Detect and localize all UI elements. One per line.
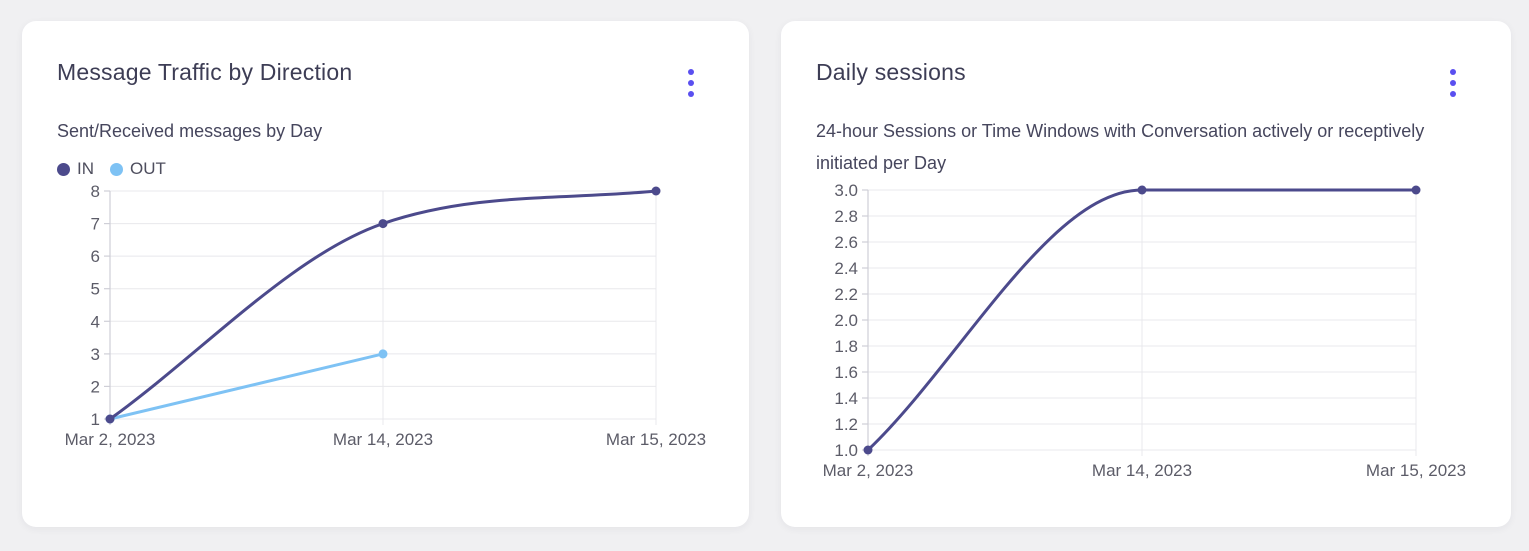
legend-dot-out [110, 162, 123, 176]
y-tick-label: 3.0 [834, 181, 858, 200]
y-tick-label: 2.8 [834, 207, 858, 226]
x-tick-label: Mar 14, 2023 [333, 430, 433, 449]
legend-label: OUT [130, 159, 166, 178]
y-tick-label: 6 [91, 247, 100, 266]
kebab-dot [1450, 91, 1456, 97]
kebab-menu-icon[interactable] [677, 63, 705, 103]
y-tick-label: 1.6 [834, 363, 858, 382]
y-tick-label: 2 [91, 377, 100, 396]
legend-item-in[interactable]: IN [57, 159, 94, 179]
y-tick-label: 4 [91, 312, 100, 331]
kebab-dot [1450, 69, 1456, 75]
data-point-in[interactable] [378, 219, 388, 229]
kebab-menu-icon[interactable] [1439, 63, 1467, 103]
legend-item-out[interactable]: OUT [110, 159, 166, 179]
y-tick-label: 2.0 [834, 311, 858, 330]
chart-legend: IN OUT [57, 158, 166, 180]
series-line-out [108, 352, 385, 421]
x-tick-label: Mar 15, 2023 [1366, 461, 1466, 480]
data-point[interactable] [863, 445, 873, 455]
card-message-traffic-by-direction: Message Traffic by Direction Sent/Receiv… [22, 21, 749, 527]
y-tick-label: 3 [91, 345, 100, 364]
data-point[interactable] [1411, 185, 1421, 195]
data-point[interactable] [1137, 185, 1147, 195]
card-subtitle: 24-hour Sessions or Time Windows with Co… [816, 121, 1425, 173]
kebab-dot [1450, 80, 1456, 86]
x-tick-label: Mar 15, 2023 [606, 430, 706, 449]
card-subtitle: Sent/Received messages by Day [57, 121, 323, 141]
legend-dot-in [57, 162, 70, 176]
card-title: Message Traffic by Direction [57, 59, 353, 85]
y-tick-label: 1.0 [834, 441, 858, 460]
y-tick-label: 1.2 [834, 415, 858, 434]
y-tick-label: 2.6 [834, 233, 858, 252]
y-tick-label: 2.4 [834, 259, 858, 278]
y-tick-label: 7 [91, 215, 100, 234]
x-tick-label: Mar 2, 2023 [823, 461, 914, 480]
y-tick-label: 5 [91, 280, 100, 299]
data-point-out[interactable] [378, 349, 388, 359]
x-tick-label: Mar 2, 2023 [65, 430, 156, 449]
y-tick-label: 1.4 [834, 389, 858, 408]
kebab-dot [688, 91, 694, 97]
x-tick-label: Mar 14, 2023 [1092, 461, 1192, 480]
y-tick-label: 1 [91, 410, 100, 429]
data-point-in[interactable] [105, 414, 115, 424]
series-line [866, 188, 1418, 452]
kebab-dot [688, 69, 694, 75]
legend-label: IN [77, 159, 94, 178]
card-daily-sessions: Daily sessions 24-hour Sessions or Time … [781, 21, 1511, 527]
kebab-dot [688, 80, 694, 86]
y-tick-label: 8 [91, 182, 100, 201]
card-title: Daily sessions [816, 59, 966, 85]
y-tick-label: 1.8 [834, 337, 858, 356]
y-tick-label: 2.2 [834, 285, 858, 304]
data-point-in[interactable] [651, 186, 661, 196]
